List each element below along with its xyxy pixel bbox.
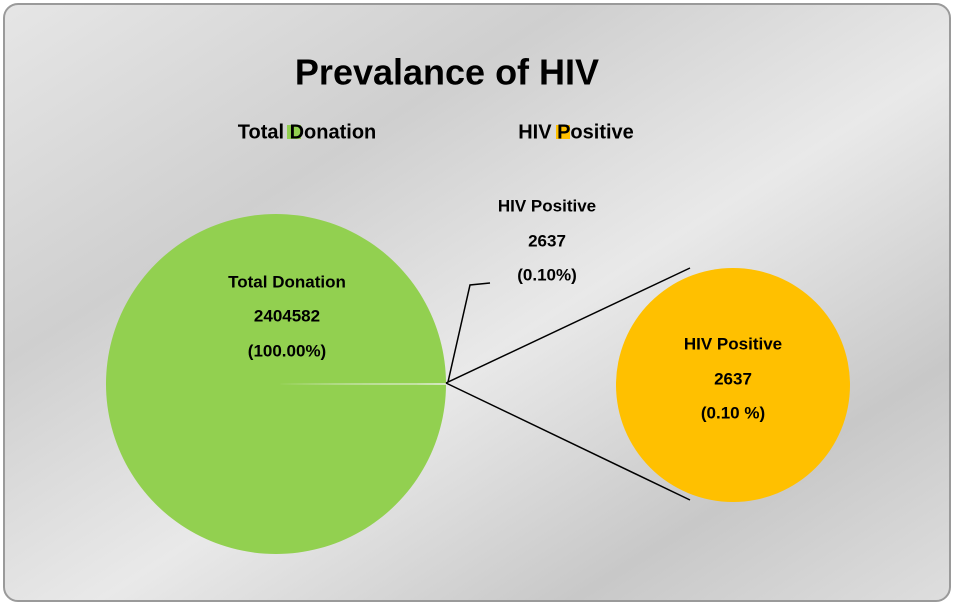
data-label: 2404582 [254,306,320,325]
data-label: 2637 [528,231,566,250]
page: Prevalance of HIV Total Donation HIV Posi… [0,0,958,607]
data-label: (100.00%) [248,341,326,360]
chart: Prevalance of HIV Total Donation HIV Posi… [0,0,958,607]
legend-label: HIV Positive [518,121,634,143]
data-label: (0.10%) [517,265,577,284]
data-label: HIV Positive [498,196,596,215]
chart-title: Prevalance of HIV [295,52,599,93]
data-label: Total Donation [228,272,346,291]
legend-label: Total Donation [238,121,377,143]
data-label: (0.10 %) [701,403,765,422]
data-label: 2637 [714,369,752,388]
data-label: HIV Positive [684,334,782,353]
